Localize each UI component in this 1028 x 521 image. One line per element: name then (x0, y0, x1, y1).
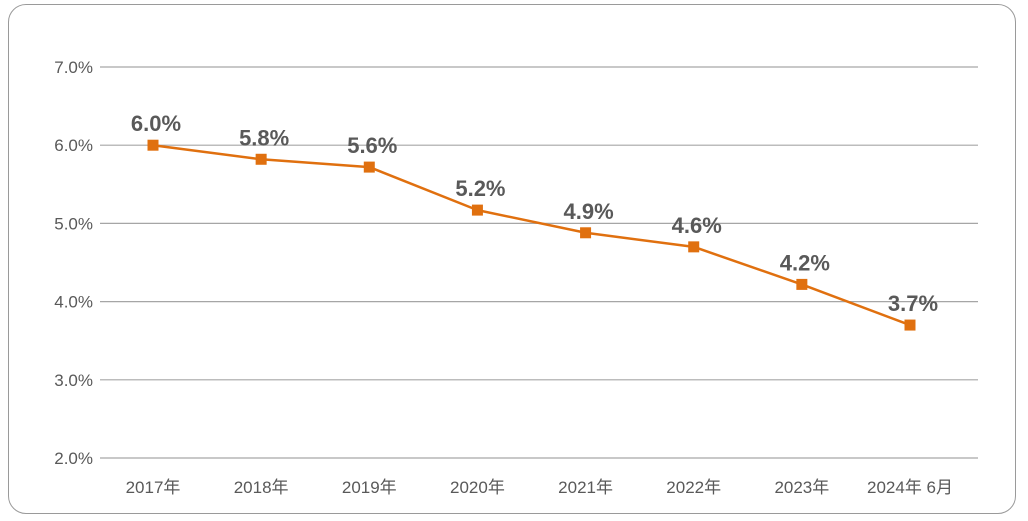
data-point-marker (580, 227, 592, 239)
x-tick-label: 2024年 6月 (867, 478, 953, 497)
y-tick-label: 3.0% (54, 371, 93, 390)
y-axis-tick-labels: 2.0% 3.0% 4.0% 5.0% 6.0% 7.0% (54, 58, 93, 468)
data-point-marker (363, 161, 375, 173)
data-point-marker (147, 139, 159, 151)
x-tick-label: 2017年 (126, 478, 181, 497)
y-tick-label: 6.0% (54, 136, 93, 155)
data-point-marker (688, 241, 700, 253)
data-label: 4.6% (672, 213, 722, 238)
gridlines (100, 66, 978, 459)
x-tick-label: 2022年 (666, 478, 721, 497)
data-label: 5.6% (347, 133, 397, 158)
x-axis-tick-labels: 2017年 2018年 2019年 2020年 2021年 2022年 2023年 2024年… (126, 478, 953, 497)
x-tick-label: 2019年 (342, 478, 397, 497)
chart-frame (8, 4, 1016, 514)
x-tick-label: 2020年 (450, 478, 505, 497)
data-label: 6.0% (131, 111, 181, 136)
series-line (152, 143, 911, 327)
data-point-marker (471, 204, 483, 216)
y-tick-label: 4.0% (54, 293, 93, 312)
y-tick-label: 2.0% (54, 449, 93, 468)
data-label: 4.9% (563, 199, 613, 224)
data-point-marker (255, 153, 267, 165)
data-label: 5.2% (455, 176, 505, 201)
x-tick-label: 2018年 (234, 478, 289, 497)
x-tick-label: 2023年 (774, 478, 829, 497)
data-point-marker (796, 278, 808, 290)
y-tick-label: 7.0% (54, 58, 93, 77)
data-point-marker (904, 319, 916, 331)
data-label: 5.8% (239, 125, 289, 150)
data-label: 4.2% (780, 250, 830, 275)
y-tick-label: 5.0% (54, 214, 93, 233)
data-labels: 6.0% 5.8% 5.6% 5.2% 4.9% 4.6% 4.2% 3.7% (131, 111, 938, 316)
x-tick-label: 2021年 (558, 478, 613, 497)
series-line-group (147, 139, 916, 331)
data-label: 3.7% (888, 291, 938, 316)
